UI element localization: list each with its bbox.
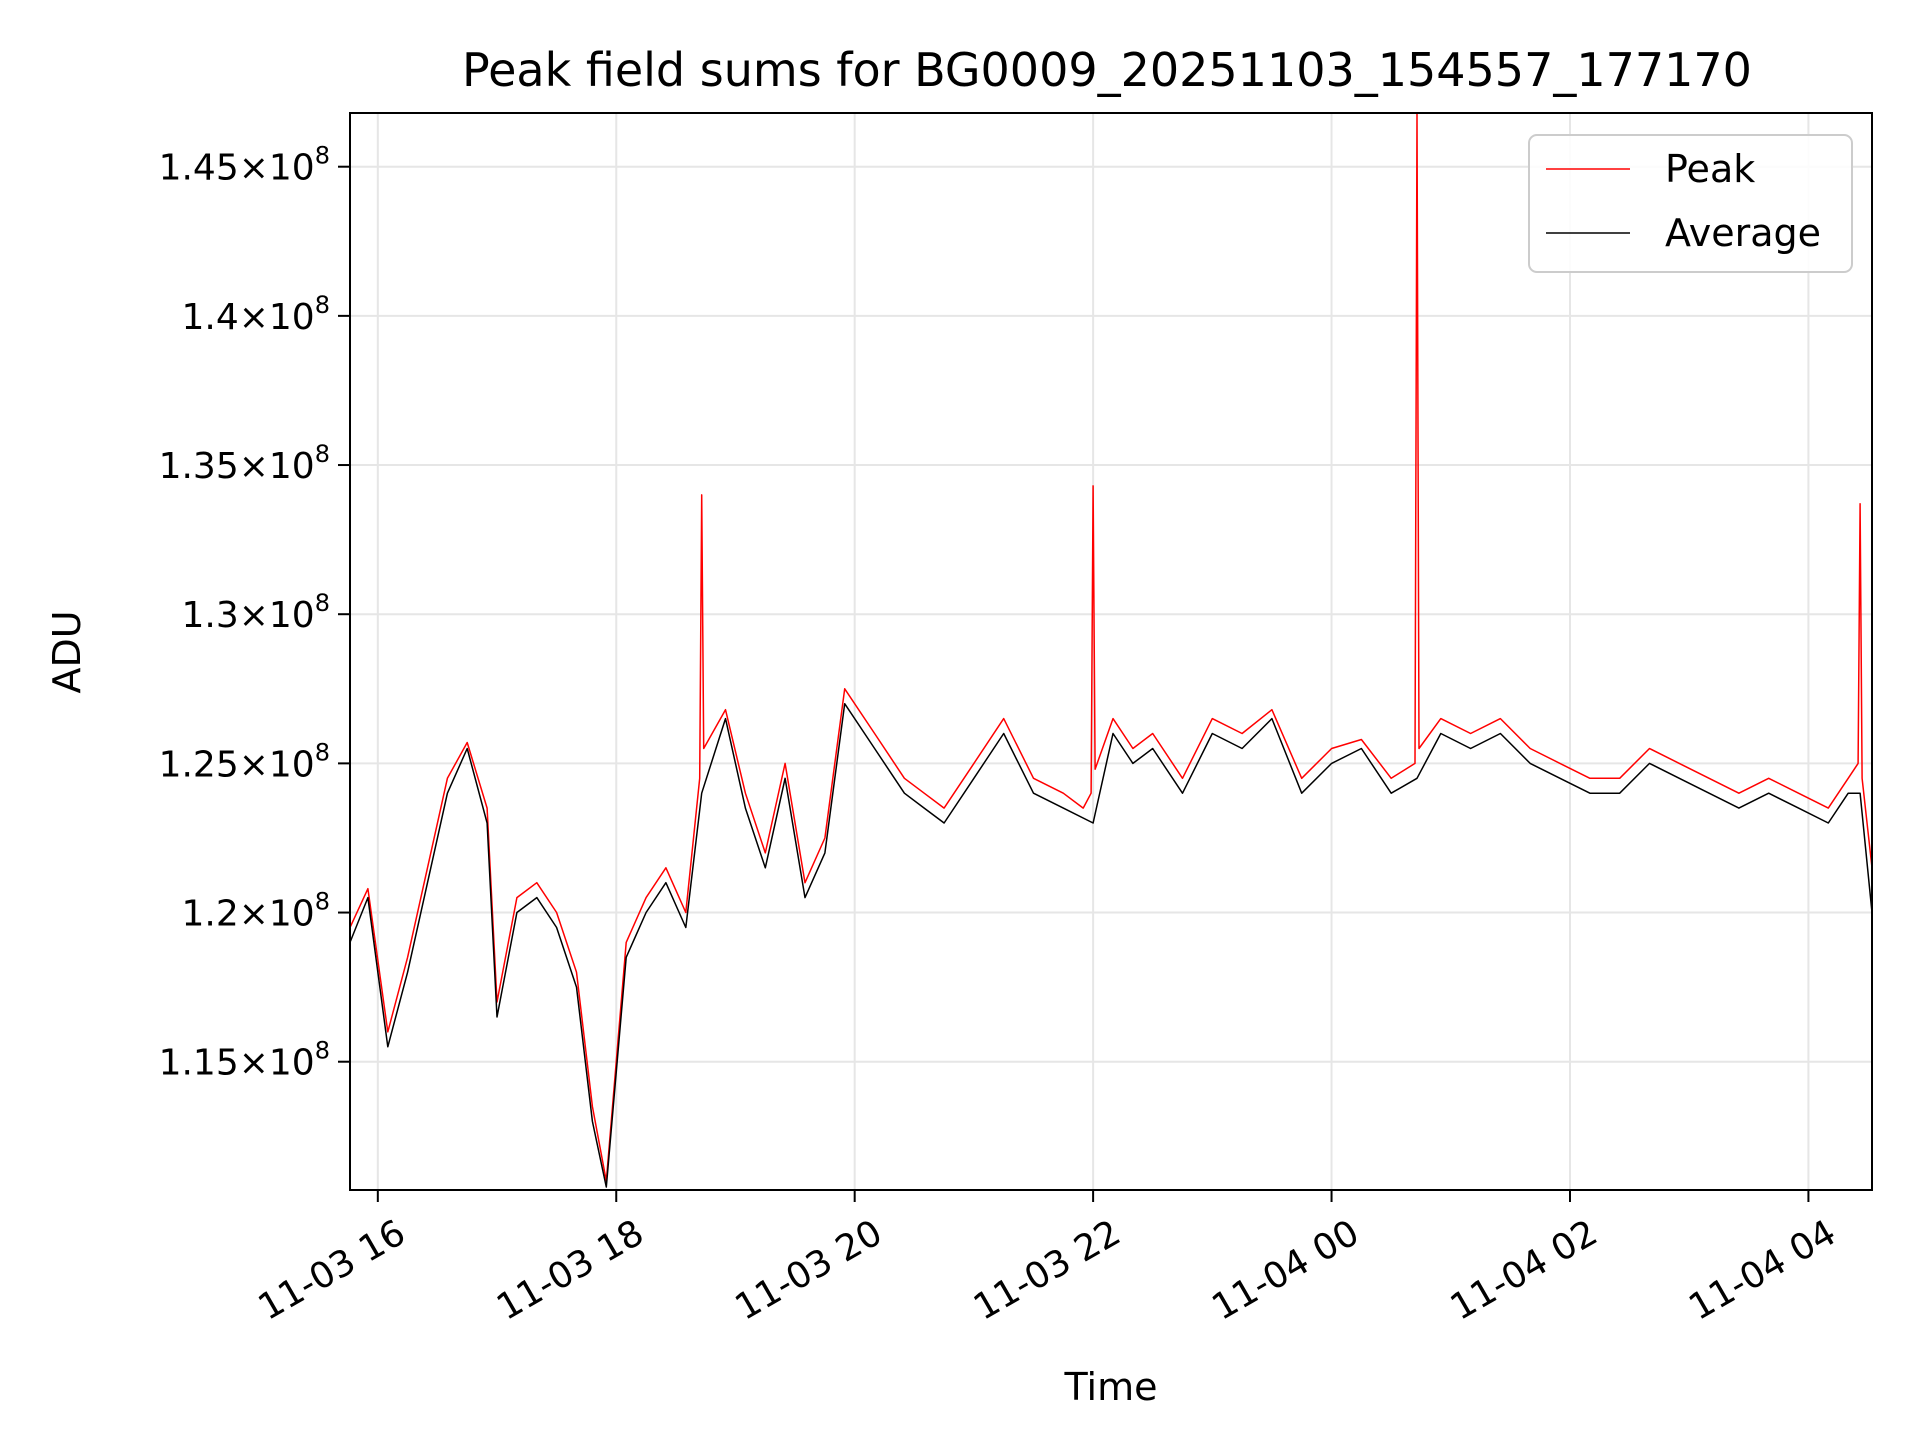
series-line-average [350, 702, 1872, 1188]
y-tick-label: 1.3×108 [181, 589, 330, 636]
y-tick-label: 1.25×108 [159, 738, 330, 785]
y-tick-label: 1.45×108 [159, 142, 330, 189]
y-tick-mantissa: 1.15 [159, 1043, 239, 1084]
y-tick-mantissa: 1.45 [159, 148, 239, 189]
y-tick-exponent: 8 [315, 291, 330, 319]
y-tick-exponent: 8 [315, 589, 330, 617]
y-tick-times: ×10 [239, 595, 315, 636]
legend: Peak Average [1528, 134, 1853, 273]
y-tick-exponent: 8 [315, 738, 330, 766]
plot-frame [349, 112, 1873, 1191]
series-line-peak [350, 113, 1872, 1182]
chart-title: Peak field sums for BG0009_20251103_1545… [462, 43, 1752, 97]
y-tick-mantissa: 1.3 [181, 595, 238, 636]
y-tick-label: 1.2×108 [181, 888, 330, 935]
grid-lines [350, 113, 1872, 1190]
y-tick-exponent: 8 [315, 440, 330, 468]
y-tick-times: ×10 [239, 744, 315, 785]
y-tick-times: ×10 [239, 1043, 315, 1084]
legend-label-peak: Peak [1665, 147, 1755, 191]
y-tick-label: 1.4×108 [181, 291, 330, 338]
y-tick-label: 1.15×108 [159, 1037, 330, 1084]
y-tick-exponent: 8 [315, 888, 330, 916]
y-tick-times: ×10 [239, 894, 315, 935]
y-axis-label: ADU [45, 610, 89, 693]
y-tick-times: ×10 [239, 446, 315, 487]
y-tick-mantissa: 1.2 [181, 894, 238, 935]
y-tick-exponent: 8 [315, 1037, 330, 1065]
y-tick-exponent: 8 [315, 142, 330, 170]
y-tick-mantissa: 1.4 [181, 297, 238, 338]
y-axis: 1.15×1081.2×1081.25×1081.3×1081.35×1081.… [159, 142, 350, 1084]
y-tick-times: ×10 [239, 297, 315, 338]
y-tick-label: 1.35×108 [159, 440, 330, 487]
legend-label-average: Average [1665, 211, 1821, 255]
y-tick-mantissa: 1.25 [159, 744, 239, 785]
y-tick-times: ×10 [239, 148, 315, 189]
x-axis-label: Time [1064, 1365, 1158, 1409]
y-tick-mantissa: 1.35 [159, 446, 239, 487]
series-layer [350, 113, 1872, 1188]
